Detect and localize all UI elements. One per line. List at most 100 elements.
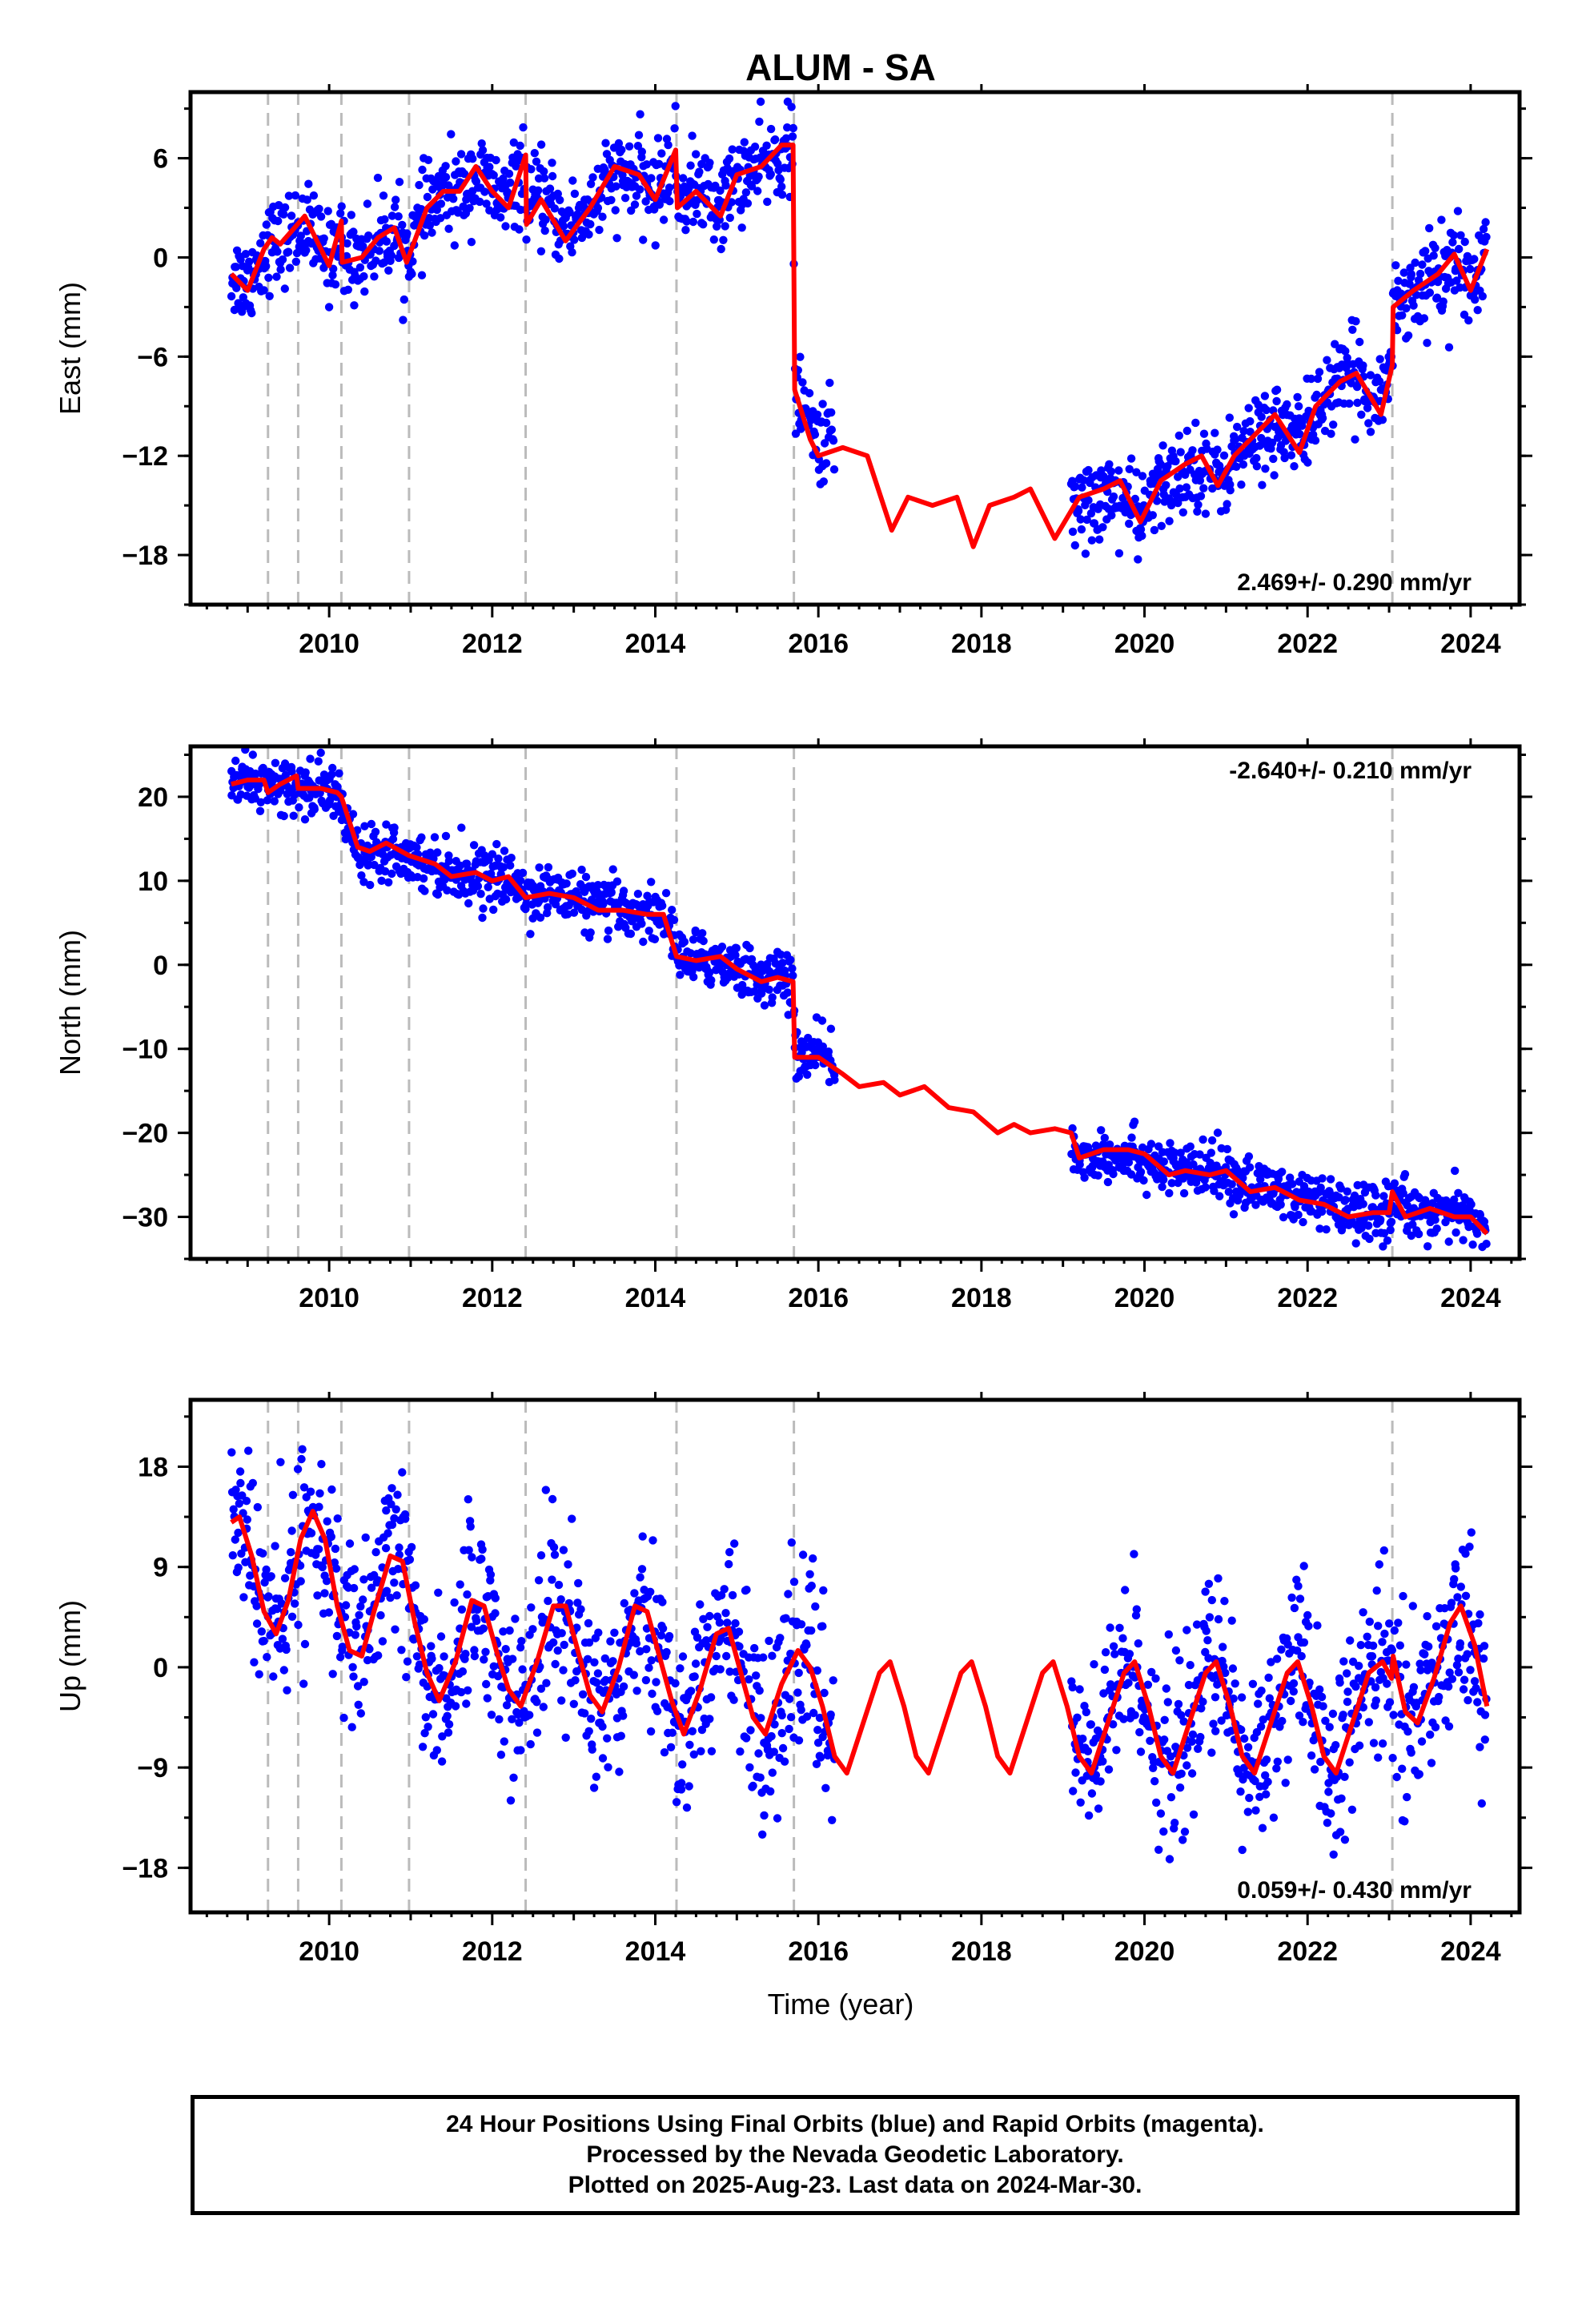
data-point bbox=[807, 1626, 816, 1635]
data-point bbox=[1470, 1677, 1480, 1686]
data-point bbox=[441, 162, 450, 171]
data-point bbox=[1246, 416, 1255, 426]
data-point bbox=[1407, 1748, 1415, 1757]
data-point bbox=[721, 222, 729, 231]
data-point bbox=[1226, 486, 1235, 495]
data-point bbox=[1407, 270, 1416, 279]
y-axis-label: East (mm) bbox=[54, 282, 86, 415]
data-point bbox=[642, 160, 651, 169]
data-point bbox=[592, 1772, 600, 1781]
data-point bbox=[436, 1632, 446, 1641]
data-point bbox=[647, 174, 656, 183]
data-point bbox=[255, 806, 265, 815]
data-point bbox=[691, 927, 701, 937]
data-point bbox=[1239, 460, 1248, 469]
data-point bbox=[1239, 1763, 1249, 1772]
data-point bbox=[1394, 1618, 1403, 1627]
data-point bbox=[1439, 297, 1447, 306]
data-point bbox=[427, 1642, 436, 1651]
data-point bbox=[231, 1486, 240, 1494]
data-point bbox=[1280, 453, 1289, 463]
data-point bbox=[337, 202, 346, 211]
data-point bbox=[633, 890, 643, 899]
data-point bbox=[705, 159, 714, 167]
data-point bbox=[1375, 355, 1384, 364]
data-point bbox=[1318, 413, 1327, 423]
data-point bbox=[1109, 1642, 1118, 1651]
data-point bbox=[1098, 1757, 1107, 1766]
data-point bbox=[263, 1653, 271, 1662]
data-point bbox=[588, 1745, 596, 1754]
data-point bbox=[1135, 1727, 1144, 1737]
data-point bbox=[1316, 1757, 1325, 1767]
data-point bbox=[1084, 496, 1093, 505]
data-point bbox=[1171, 1743, 1180, 1751]
x-tick-label: 2018 bbox=[951, 1283, 1012, 1313]
data-point bbox=[807, 1582, 816, 1590]
data-point bbox=[1460, 310, 1469, 320]
data-point bbox=[1105, 1140, 1114, 1149]
data-point bbox=[1276, 1200, 1285, 1209]
data-point bbox=[705, 1715, 714, 1723]
data-point bbox=[1456, 231, 1465, 239]
data-point bbox=[470, 1646, 479, 1655]
data-point bbox=[532, 1698, 541, 1707]
data-point bbox=[1478, 292, 1488, 301]
data-point bbox=[768, 993, 777, 1002]
data-point bbox=[1378, 1638, 1387, 1647]
data-point bbox=[616, 1731, 625, 1740]
data-point bbox=[380, 215, 389, 224]
data-point bbox=[1456, 1582, 1466, 1591]
data-point bbox=[1166, 1752, 1175, 1761]
data-point bbox=[364, 231, 373, 240]
data-point bbox=[705, 968, 714, 977]
data-point bbox=[227, 292, 236, 301]
data-point bbox=[297, 1454, 306, 1464]
data-point bbox=[809, 1708, 818, 1718]
data-point bbox=[1329, 420, 1338, 429]
x-tick-label: 2010 bbox=[299, 629, 359, 659]
data-point bbox=[1109, 1720, 1118, 1729]
data-point bbox=[355, 263, 365, 272]
data-point bbox=[568, 869, 576, 879]
data-point bbox=[1098, 523, 1107, 532]
data-point bbox=[449, 195, 458, 203]
data-point bbox=[548, 171, 557, 181]
data-point bbox=[676, 1664, 685, 1673]
data-point bbox=[1390, 1626, 1399, 1635]
data-point bbox=[678, 1760, 687, 1769]
data-point bbox=[746, 1726, 755, 1735]
data-point bbox=[236, 255, 245, 264]
data-point bbox=[1224, 1188, 1234, 1196]
data-point bbox=[789, 1578, 799, 1586]
data-point bbox=[359, 878, 368, 887]
x-tick-label: 2012 bbox=[462, 1283, 523, 1313]
data-point bbox=[386, 1593, 395, 1602]
data-point bbox=[412, 1652, 422, 1661]
data-point bbox=[1331, 1741, 1340, 1750]
data-point bbox=[509, 138, 518, 147]
data-point bbox=[1130, 1117, 1139, 1126]
data-point bbox=[570, 235, 579, 244]
data-point bbox=[817, 1016, 827, 1025]
data-point bbox=[754, 172, 763, 181]
data-point bbox=[420, 887, 429, 895]
data-point bbox=[745, 1675, 753, 1684]
data-point bbox=[423, 1682, 432, 1691]
data-point bbox=[428, 1655, 436, 1663]
x-tick-label: 2012 bbox=[462, 629, 523, 659]
data-point bbox=[496, 213, 505, 222]
data-point bbox=[243, 1515, 251, 1524]
data-point bbox=[1409, 301, 1418, 310]
data-point bbox=[813, 1666, 821, 1675]
data-point bbox=[644, 1663, 653, 1672]
data-point bbox=[1156, 1809, 1166, 1818]
data-point bbox=[557, 1629, 566, 1638]
data-point bbox=[811, 1602, 820, 1611]
data-point bbox=[1427, 1759, 1436, 1767]
data-point bbox=[1115, 1623, 1124, 1633]
data-point bbox=[335, 1653, 345, 1662]
data-point bbox=[1273, 1757, 1283, 1766]
data-point bbox=[430, 833, 440, 842]
data-point bbox=[1359, 1703, 1368, 1712]
